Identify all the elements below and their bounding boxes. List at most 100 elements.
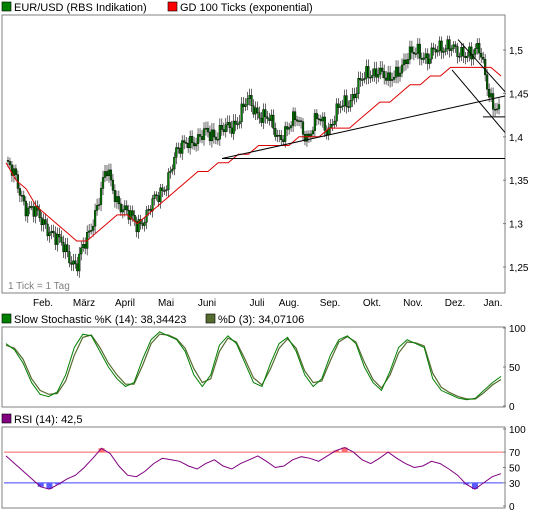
x-tick-label: März (73, 298, 95, 309)
x-tick-label: April (115, 298, 135, 309)
candle-body (292, 111, 295, 126)
candle-body (392, 77, 396, 80)
candle-body (173, 157, 176, 170)
candle-body (32, 206, 35, 217)
candle-body (76, 263, 79, 272)
candle-body (68, 251, 71, 264)
stoch-y-tick-label: 0 (509, 402, 515, 413)
candle-body (371, 75, 374, 78)
candle-body (414, 53, 417, 55)
candle-body (60, 236, 63, 243)
candle-body (406, 59, 410, 64)
candle-body (422, 57, 425, 60)
candle-body (264, 109, 267, 118)
y-tick-label: 1,4 (509, 133, 523, 144)
stoch-k-line (5, 331, 502, 401)
candle-body (293, 111, 297, 121)
candle-body (93, 210, 97, 227)
candle-body (137, 219, 140, 233)
candle-body (428, 58, 431, 64)
candle-body (260, 117, 263, 123)
legend-swatch-ema (167, 1, 178, 12)
rsi-y-tick-label: 100 (509, 425, 526, 436)
candle-body (20, 195, 23, 197)
candle-body (426, 53, 429, 64)
candle-body (335, 103, 338, 122)
candle-body (109, 169, 113, 181)
candle-body (187, 143, 190, 149)
candle-body (153, 194, 156, 199)
candle-body (228, 122, 231, 128)
candle-body (48, 232, 51, 237)
candle-body (313, 113, 316, 131)
candle-body (107, 169, 111, 177)
candle-body (351, 94, 354, 101)
candle-body (99, 188, 103, 205)
candle-body (349, 100, 352, 108)
candle-body (284, 126, 287, 142)
candle-body (319, 119, 322, 122)
candle-body (444, 48, 447, 52)
x-tick-label: Aug. (279, 298, 300, 309)
candle-body (379, 67, 382, 75)
candle-body (295, 119, 299, 122)
candle-body (202, 128, 206, 140)
x-tick-label: Sep. (320, 298, 341, 309)
candle-body (495, 108, 499, 111)
candle-body (266, 116, 269, 119)
x-tick-label: Jan. (484, 298, 503, 309)
rsi-oversold-fill (37, 482, 44, 487)
candle-body (115, 196, 118, 202)
candle-body (424, 53, 427, 59)
candle-body (286, 126, 289, 130)
candle-body (149, 208, 152, 212)
candle-body (402, 59, 406, 66)
candle-body (218, 125, 221, 140)
candle-body (64, 244, 67, 253)
candle-body (155, 194, 158, 197)
candle-body (347, 106, 350, 109)
rsi-y-tick-label: 30 (509, 479, 521, 490)
candle-body (159, 187, 162, 203)
candle-body (242, 103, 245, 107)
candle-body (90, 230, 93, 232)
candle-body (127, 209, 130, 220)
candle-body (280, 135, 283, 141)
candle-body (121, 209, 124, 213)
y-tick-label: 1,3 (509, 220, 523, 231)
candle-body (258, 112, 261, 119)
candle-body (220, 125, 223, 130)
candle-body (88, 230, 91, 233)
candle-body (323, 116, 326, 131)
candle-body (210, 129, 214, 142)
candle-body (400, 64, 404, 74)
candle-body (171, 168, 174, 172)
legend-label-ema: GD 100 Ticks (exponential) (180, 2, 313, 14)
x-tick-label: Nov. (403, 298, 423, 309)
candle-body (272, 114, 275, 129)
candle-body (26, 207, 29, 217)
candle-body (317, 118, 320, 120)
candle-body (383, 71, 386, 79)
candle-body (491, 93, 495, 110)
candle-body (200, 136, 204, 140)
candle-body (476, 43, 479, 49)
rsi-line (5, 446, 502, 490)
candle-body (192, 142, 196, 147)
candle-body (315, 113, 318, 119)
x-tick-label: Juli (249, 298, 264, 309)
candle-body (343, 95, 346, 107)
candle-body (305, 133, 309, 142)
candle-body (337, 103, 340, 108)
candle-body (165, 189, 168, 192)
candle-body (250, 95, 253, 106)
candle-body (274, 128, 277, 137)
candle-body (14, 168, 17, 175)
candle-body (438, 40, 441, 51)
candle-body (385, 77, 388, 81)
candle-body (226, 122, 229, 126)
candle-body (204, 127, 208, 130)
legend-swatch-stoch-k (1, 313, 12, 324)
candle-body (141, 223, 144, 226)
